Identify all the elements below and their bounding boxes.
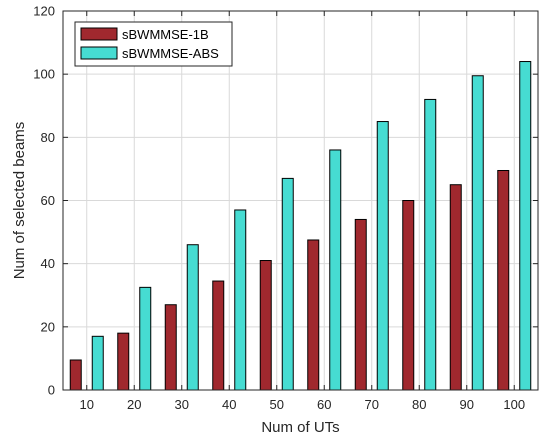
y-tick-label: 80	[41, 130, 55, 145]
x-tick-label: 40	[222, 397, 236, 412]
x-axis-title: Num of UTs	[261, 419, 339, 436]
bar-sbwmmse-1b-50	[259, 260, 272, 391]
bar-sbwmmse-abs-10	[91, 335, 104, 391]
bar-sbwmmse-abs-30	[186, 244, 199, 391]
y-tick-label: 120	[33, 4, 55, 19]
bar-sbwmmse-1b-10	[69, 359, 82, 391]
x-tick-label: 100	[503, 397, 525, 412]
legend-swatch-sbwmmse-1b	[80, 27, 118, 41]
x-tick-label: 20	[127, 397, 141, 412]
bar-sbwmmse-abs-50	[281, 177, 294, 391]
x-tick-label: 60	[317, 397, 331, 412]
bar-sbwmmse-1b-60	[307, 239, 320, 391]
legend: sBWMMSE-1B sBWMMSE-ABS	[74, 21, 233, 67]
y-tick-label: 0	[48, 383, 55, 398]
y-axis-title: Num of selected beams	[11, 122, 28, 280]
bar-sbwmmse-1b-20	[117, 332, 130, 391]
bar-sbwmmse-abs-60	[329, 149, 342, 391]
bar-sbwmmse-abs-40	[234, 209, 247, 391]
bar-sbwmmse-1b-30	[164, 304, 177, 391]
x-tick-label: 80	[412, 397, 426, 412]
y-tick-label: 20	[41, 319, 55, 334]
bar-sbwmmse-1b-70	[354, 218, 367, 391]
bar-sbwmmse-1b-100	[497, 169, 510, 391]
x-tick-label: 70	[365, 397, 379, 412]
bar-sbwmmse-abs-20	[139, 286, 152, 391]
bar-sbwmmse-abs-80	[424, 98, 437, 391]
bar-sbwmmse-1b-80	[402, 200, 415, 391]
y-tick-label: 40	[41, 256, 55, 271]
bar-sbwmmse-abs-70	[376, 121, 389, 391]
bar-sbwmmse-abs-90	[471, 75, 484, 391]
legend-swatch-sbwmmse-abs	[80, 46, 118, 60]
x-tick-label: 50	[270, 397, 284, 412]
bar-sbwmmse-abs-100	[519, 61, 532, 391]
bar-sbwmmse-1b-90	[449, 184, 462, 391]
bar-sbwmmse-1b-40	[212, 280, 225, 391]
y-tick-labels: 0 20 40 60 80 100 120	[33, 4, 55, 398]
y-tick-label: 100	[33, 67, 55, 82]
bars	[69, 61, 532, 391]
x-tick-label: 10	[80, 397, 94, 412]
legend-label-sbwmmse-1b: sBWMMSE-1B	[122, 27, 209, 42]
axis-ticks	[63, 10, 538, 391]
y-tick-label: 60	[41, 193, 55, 208]
x-tick-label: 90	[460, 397, 474, 412]
x-tick-label: 30	[175, 397, 189, 412]
x-tick-labels: 10 20 30 40 50 60 70 80 90 100	[80, 397, 526, 412]
legend-label-sbwmmse-abs: sBWMMSE-ABS	[122, 46, 219, 61]
